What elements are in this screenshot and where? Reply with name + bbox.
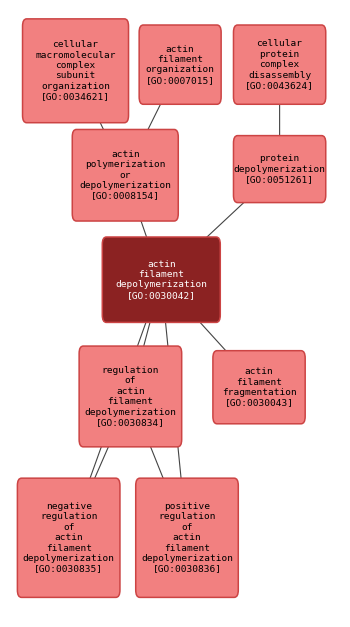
FancyBboxPatch shape [72, 129, 178, 221]
Text: actin
filament
depolymerization
[GO:0030042]: actin filament depolymerization [GO:0030… [115, 260, 207, 300]
FancyBboxPatch shape [213, 350, 305, 424]
FancyBboxPatch shape [22, 19, 128, 123]
FancyBboxPatch shape [18, 478, 120, 598]
Text: negative
regulation
of
actin
filament
depolymerization
[GO:0030835]: negative regulation of actin filament de… [23, 502, 115, 574]
Text: cellular
macromolecular
complex
subunit
organization
[GO:0034621]: cellular macromolecular complex subunit … [35, 40, 116, 102]
FancyBboxPatch shape [102, 237, 220, 322]
Text: actin
polymerization
or
depolymerization
[GO:0008154]: actin polymerization or depolymerization… [79, 150, 171, 201]
Text: actin
filament
organization
[GO:0007015]: actin filament organization [GO:0007015] [146, 45, 215, 85]
Text: cellular
protein
complex
disassembly
[GO:0043624]: cellular protein complex disassembly [GO… [245, 40, 314, 90]
FancyBboxPatch shape [79, 346, 182, 447]
Text: actin
filament
fragmentation
[GO:0030043]: actin filament fragmentation [GO:0030043… [222, 367, 296, 408]
Text: regulation
of
actin
filament
depolymerization
[GO:0030834]: regulation of actin filament depolymeriz… [84, 366, 176, 427]
FancyBboxPatch shape [233, 135, 326, 203]
FancyBboxPatch shape [136, 478, 238, 598]
FancyBboxPatch shape [233, 25, 326, 104]
FancyBboxPatch shape [139, 25, 221, 104]
Text: protein
depolymerization
[GO:0051261]: protein depolymerization [GO:0051261] [233, 154, 326, 184]
Text: positive
regulation
of
actin
filament
depolymerization
[GO:0030836]: positive regulation of actin filament de… [141, 502, 233, 574]
